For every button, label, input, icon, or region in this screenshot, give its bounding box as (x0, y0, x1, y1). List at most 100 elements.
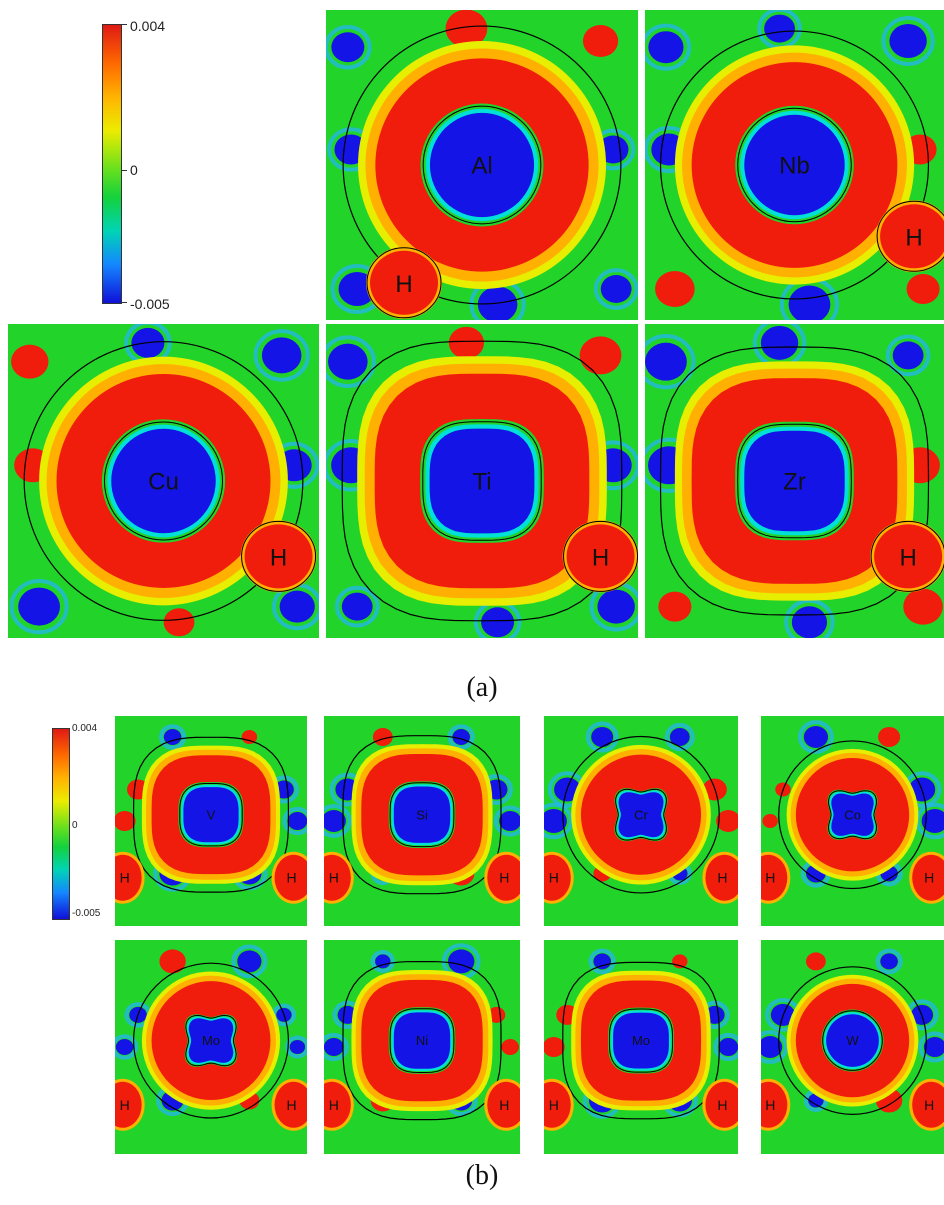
lobe-halo (253, 329, 310, 382)
hydrogen-lobe (115, 854, 142, 901)
depletion-core (429, 112, 535, 218)
hydrogen-lobe (566, 524, 635, 589)
element-label: V (207, 807, 216, 822)
element-label: Nb (779, 152, 810, 179)
accumulation-lobe (672, 954, 688, 969)
density-map: Cr H H (544, 716, 738, 926)
hydrogen-lobe (874, 524, 943, 589)
element-label: Co (844, 807, 861, 822)
contour-line (132, 962, 290, 1119)
panel-b-cr: Cr H H (544, 716, 738, 926)
colorbar-a-tick-mid (121, 170, 127, 171)
depletion-lobe (718, 1038, 738, 1056)
panel-a-al: Al H (326, 10, 638, 320)
depletion-lobe (341, 592, 373, 621)
core-contour (737, 423, 852, 539)
core-contour (389, 1008, 455, 1073)
density-map: Al H (326, 10, 638, 320)
lobe-halo (918, 1031, 944, 1063)
accumulation-lobe (716, 810, 738, 832)
core-contour (608, 1008, 674, 1073)
density-map: Cu H (8, 324, 319, 638)
lobe-halo (334, 585, 380, 628)
hydrogen-label: H (905, 224, 922, 251)
lobe-halo (713, 1032, 738, 1062)
element-label: Al (471, 152, 492, 179)
core-contour (389, 782, 455, 848)
accumulation-lobe (579, 336, 622, 375)
accumulation-lobe (445, 10, 488, 48)
hydrogen-contour (366, 247, 442, 319)
lobe-halo (797, 720, 834, 754)
lobe-halo (645, 23, 692, 71)
depletion-lobe (163, 729, 182, 745)
hydrogen-lobe (115, 1081, 142, 1128)
panel-b-mo-2: Mo H H (544, 940, 738, 1154)
accumulation-lobe (11, 344, 49, 379)
density-map: Zr H (645, 324, 944, 638)
caption-a: (a) (466, 672, 498, 703)
hydrogen-lobe (274, 1081, 307, 1128)
accumulation-lobe (501, 1039, 519, 1055)
depletion-lobe (669, 728, 690, 746)
colorbar-a-mid-label: 0 (130, 162, 138, 178)
hydrogen-label: H (499, 1097, 509, 1113)
lobe-halo (544, 802, 574, 840)
colorbar-a-gradient (102, 24, 122, 304)
hydrogen-lobe (761, 854, 788, 901)
hydrogen-label: H (286, 1097, 296, 1113)
lobe-halo (593, 268, 638, 310)
accumulation-lobe (906, 274, 940, 304)
depletion-lobe (880, 953, 898, 970)
depletion-core (618, 792, 664, 838)
core-contour (422, 105, 542, 225)
depletion-lobe (648, 31, 684, 64)
lobe-halo (664, 722, 695, 752)
depletion-core (826, 1014, 879, 1067)
depletion-lobe (791, 606, 828, 638)
hydrogen-lobe (487, 854, 520, 901)
hydrogen-label: H (924, 1097, 934, 1113)
core-contour (827, 790, 878, 840)
accumulation-lobe (806, 952, 826, 971)
hydrogen-label: H (499, 870, 509, 886)
colorbar-b-max-label: 0.004 (72, 723, 98, 734)
hydrogen-label: H (549, 870, 559, 886)
lobe-halo (159, 724, 187, 750)
panel-a-zr: Zr H (645, 324, 944, 638)
accumulation-lobe (903, 588, 943, 625)
hydrogen-label: H (717, 870, 727, 886)
lobe-halo (326, 335, 376, 388)
element-label: Ni (416, 1033, 428, 1048)
depletion-lobe (499, 811, 520, 831)
depletion-lobe (261, 337, 302, 374)
contour-line (562, 961, 720, 1120)
depletion-lobe (645, 342, 687, 381)
depletion-core (744, 430, 845, 532)
core-contour (179, 783, 243, 847)
panel-a-cu: Cu H (8, 324, 319, 638)
depletion-core (183, 787, 239, 843)
contour-line (778, 740, 927, 890)
depletion-lobe (287, 812, 307, 830)
lobe-halo (282, 806, 307, 836)
colorbar-a-min-label: -0.005 (130, 296, 170, 312)
density-map: Nb H (645, 10, 944, 320)
depletion-lobe (448, 949, 475, 974)
contour-line (23, 341, 304, 621)
hydrogen-lobe (880, 204, 944, 269)
accumulation-lobe (655, 271, 695, 307)
depletion-lobe (760, 325, 799, 360)
depletion-lobe (237, 950, 262, 973)
density-map: Mo H H (115, 940, 307, 1154)
hydrogen-contour (241, 520, 317, 592)
lobe-halo (588, 948, 616, 975)
lobe-halo (326, 24, 372, 70)
depletion-lobe (324, 1038, 344, 1056)
hydrogen-label: H (395, 271, 412, 298)
lobe-halo (784, 598, 835, 638)
colorbar-b-gradient (52, 728, 70, 920)
contour-line (659, 346, 930, 616)
core-contour (103, 421, 224, 541)
hydrogen-label: H (286, 870, 296, 886)
